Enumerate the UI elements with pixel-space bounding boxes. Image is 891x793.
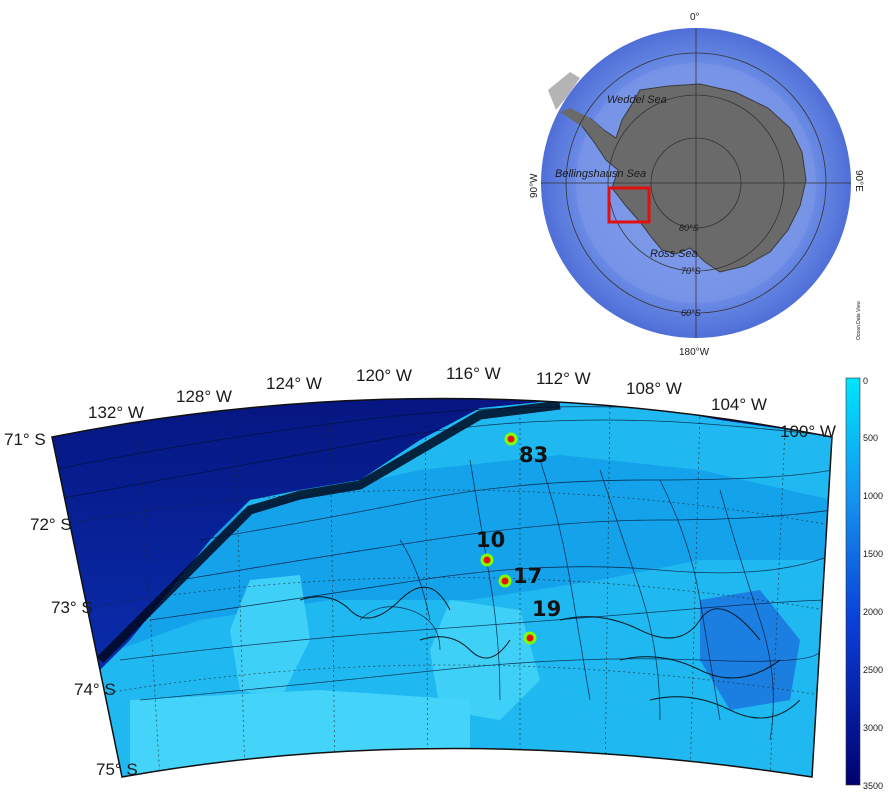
main-map: 132° W 128° W 124° W 120° W 116° W 112° … — [4, 364, 836, 779]
colorbar-tick: 0 — [863, 376, 868, 386]
bellingshausen-sea-label: Bellingshausn Sea — [555, 168, 646, 180]
weddell-sea-label: Weddel Sea — [607, 94, 667, 106]
station-10[interactable]: 10 — [476, 528, 505, 567]
south-america-land — [548, 72, 580, 110]
lon-label: 104° W — [711, 395, 767, 414]
lat-70-label: 70°S — [681, 266, 701, 276]
colorbar-ramp — [845, 377, 861, 786]
ross-sea-label: Ross Sea — [650, 248, 698, 260]
lat-80-label: 80°S — [679, 223, 699, 233]
lat-label: 71° S — [4, 430, 46, 449]
stations: 83 10 17 19 — [476, 432, 561, 645]
inset-label-bottom: 180°W — [679, 347, 710, 358]
station-marker — [504, 432, 518, 446]
lon-label: 128° W — [176, 387, 232, 406]
colorbar-tick: 2500 — [863, 665, 883, 675]
station-label: 17 — [513, 564, 542, 588]
lon-label: 100° W — [780, 422, 836, 441]
lon-label: 124° W — [266, 374, 322, 393]
station-label: 10 — [476, 528, 505, 552]
lat-label: 73° S — [51, 598, 93, 617]
map-frame — [51, 397, 833, 778]
inset-label-right: 90°E — [853, 170, 864, 192]
colorbar-tick: 1500 — [863, 549, 883, 559]
lon-label: 108° W — [626, 379, 682, 398]
station-label: 19 — [532, 597, 561, 621]
deep-ocean — [52, 398, 832, 700]
inset-polar-map: 0° 180°W 90°W 90°E Weddel Sea Bellingsha… — [529, 12, 864, 358]
colorbar-tick: 500 — [863, 433, 878, 443]
depth-colorbar: 0 500 1000 1500 2000 2500 3000 3500 — [845, 376, 883, 791]
inset-label-left: 90°W — [529, 173, 540, 198]
inset-label-top: 0° — [690, 12, 700, 23]
station-marker — [523, 631, 537, 645]
lat-label: 72° S — [30, 515, 72, 534]
station-marker — [480, 553, 494, 567]
lat-label: 75° S — [96, 760, 138, 779]
station-17[interactable]: 17 — [498, 564, 542, 588]
credit-label: Ocean Data View — [856, 301, 862, 340]
colorbar-tick: 1000 — [863, 491, 883, 501]
station-19[interactable]: 19 — [523, 597, 561, 645]
colorbar-tick: 3500 — [863, 781, 883, 791]
lon-label: 112° W — [536, 369, 591, 388]
lon-label: 116° W — [446, 364, 501, 383]
station-label: 83 — [519, 443, 548, 467]
station-83[interactable]: 83 — [504, 432, 548, 467]
lat-60-label: 60°S — [681, 308, 701, 318]
lon-label: 132° W — [88, 403, 144, 422]
colorbar-tick: 2000 — [863, 607, 883, 617]
latitude-labels: 71° S 72° S 73° S 74° S 75° S — [4, 430, 138, 779]
station-marker — [498, 574, 512, 588]
longitude-labels: 132° W 128° W 124° W 120° W 116° W 112° … — [88, 364, 836, 441]
colorbar-tick: 3000 — [863, 723, 883, 733]
lon-label: 120° W — [356, 366, 412, 385]
lat-label: 74° S — [74, 680, 116, 699]
region-box — [607, 186, 651, 224]
